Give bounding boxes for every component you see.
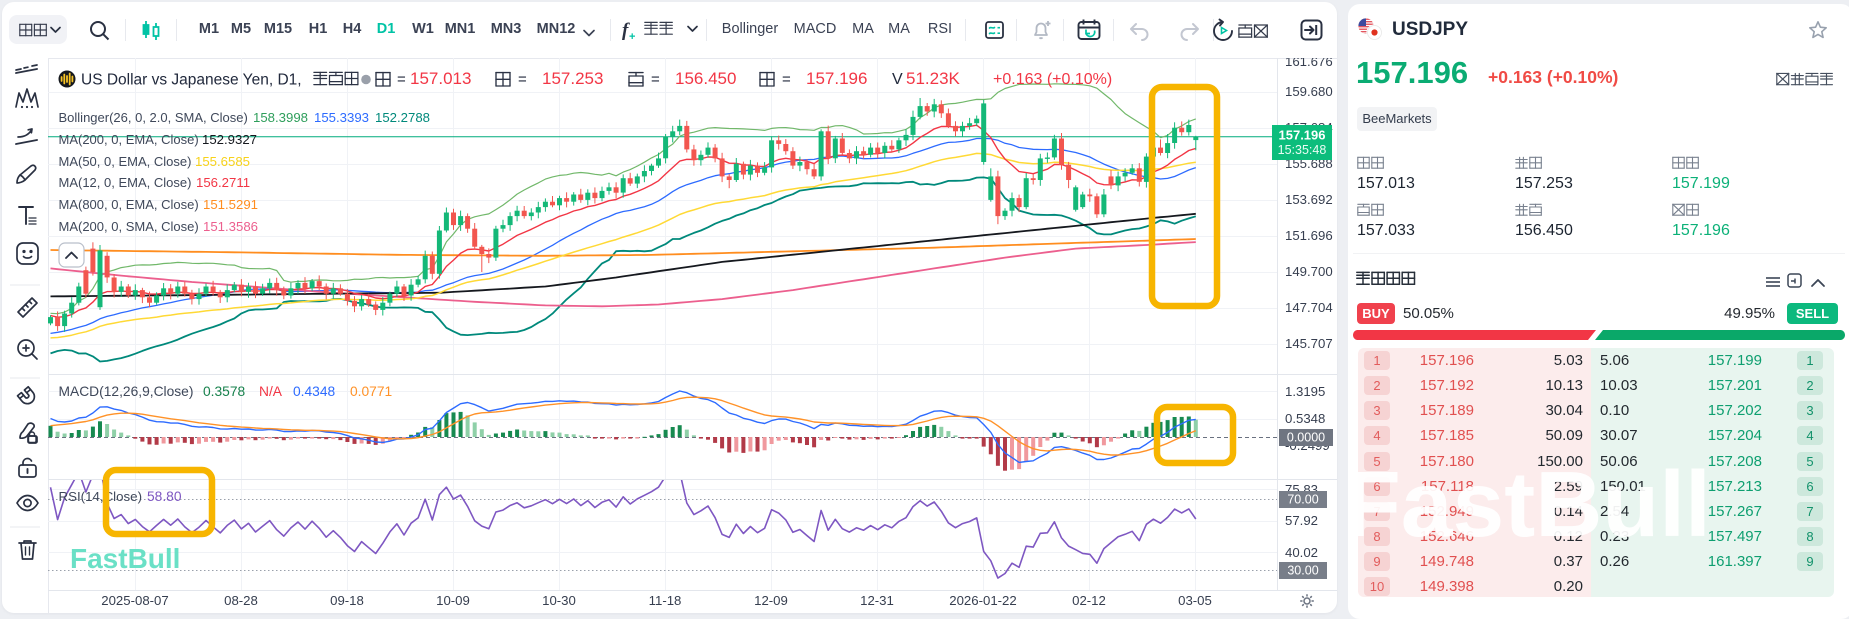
svg-text:40.02: 40.02 <box>1285 545 1318 560</box>
svg-text:155.6585: 155.6585 <box>195 154 250 169</box>
svg-text:=: = <box>651 71 660 88</box>
svg-text:153.692: 153.692 <box>1285 192 1333 207</box>
svg-text:V: V <box>892 71 903 88</box>
svg-text:152.2788: 152.2788 <box>375 110 430 125</box>
svg-text:159.680: 159.680 <box>1285 84 1333 99</box>
svg-text:12-09: 12-09 <box>754 593 788 608</box>
svg-text:157.013: 157.013 <box>410 69 471 88</box>
svg-text:08-28: 08-28 <box>224 593 258 608</box>
svg-text:0.0000: 0.0000 <box>1287 431 1325 445</box>
svg-text:f: f <box>622 20 630 41</box>
svg-text:58.80: 58.80 <box>147 489 182 504</box>
svg-text:MA(12, 0, EMA, Close): MA(12, 0, EMA, Close) <box>59 175 192 190</box>
svg-text:FastBull: FastBull <box>70 543 180 574</box>
svg-text:57.92: 57.92 <box>1285 513 1318 528</box>
svg-text:Bollinger(26, 0, 2.0, SMA, Clo: Bollinger(26, 0, 2.0, SMA, Close) <box>59 110 248 125</box>
svg-text:152.9327: 152.9327 <box>202 132 257 147</box>
svg-text:156.450: 156.450 <box>675 69 736 88</box>
svg-text:10-30: 10-30 <box>542 593 576 608</box>
svg-text:2025-08-07: 2025-08-07 <box>101 593 168 608</box>
svg-text:MA(800, 0, EMA, Close): MA(800, 0, EMA, Close) <box>59 197 199 212</box>
svg-text:0.3578: 0.3578 <box>203 384 246 399</box>
svg-text:MA(200, 0, EMA, Close): MA(200, 0, EMA, Close) <box>59 132 199 147</box>
svg-text:US Dollar vs Japanese Yen, D1,: US Dollar vs Japanese Yen, D1, <box>81 72 302 89</box>
svg-text:151.3586: 151.3586 <box>203 219 258 234</box>
svg-text:2026-01-22: 2026-01-22 <box>949 593 1016 608</box>
svg-text:=: = <box>397 71 406 88</box>
svg-text:156.2711: 156.2711 <box>196 175 250 190</box>
svg-text:158.3998: 158.3998 <box>253 110 308 125</box>
svg-text:157.196: 157.196 <box>1279 128 1326 143</box>
svg-text:09-18: 09-18 <box>330 593 364 608</box>
svg-text:157.196: 157.196 <box>806 69 867 88</box>
svg-text:=: = <box>782 71 791 88</box>
svg-text:+0.163 (+0.10%): +0.163 (+0.10%) <box>993 71 1112 88</box>
svg-text:=: = <box>518 71 527 88</box>
svg-text:+: + <box>629 31 635 43</box>
svg-text:02-12: 02-12 <box>1072 593 1106 608</box>
svg-text:70.00: 70.00 <box>1287 493 1318 507</box>
svg-text:MA(50, 0, EMA, Close): MA(50, 0, EMA, Close) <box>59 154 192 169</box>
svg-text:149.700: 149.700 <box>1285 264 1333 279</box>
svg-text:RSI(14,Close): RSI(14,Close) <box>59 489 143 504</box>
svg-text:30.00: 30.00 <box>1287 564 1318 578</box>
svg-text:0.5348: 0.5348 <box>1285 411 1325 426</box>
svg-text:151.5291: 151.5291 <box>203 197 258 212</box>
svg-text:15:35:48: 15:35:48 <box>1278 143 1327 157</box>
svg-text:MA(200, 0, SMA, Close): MA(200, 0, SMA, Close) <box>59 219 199 234</box>
svg-text:147.704: 147.704 <box>1285 300 1333 315</box>
svg-text:145.707: 145.707 <box>1285 336 1333 351</box>
svg-text:0.4348: 0.4348 <box>293 384 336 399</box>
svg-text:MACD(12,26,9,Close): MACD(12,26,9,Close) <box>59 384 194 399</box>
svg-text:11-18: 11-18 <box>649 593 682 608</box>
svg-text:12-31: 12-31 <box>860 593 894 608</box>
svg-text:N/A: N/A <box>259 384 283 399</box>
svg-text:155.3393: 155.3393 <box>314 110 369 125</box>
svg-text:1.3195: 1.3195 <box>1285 384 1325 399</box>
svg-text:0.0771: 0.0771 <box>350 384 392 399</box>
svg-text:157.253: 157.253 <box>542 69 603 88</box>
svg-text:51.23K: 51.23K <box>906 69 961 88</box>
svg-text:03-05: 03-05 <box>1178 593 1212 608</box>
svg-text:10-09: 10-09 <box>436 593 470 608</box>
svg-text:161.676: 161.676 <box>1285 58 1333 69</box>
svg-text:151.696: 151.696 <box>1285 228 1333 243</box>
